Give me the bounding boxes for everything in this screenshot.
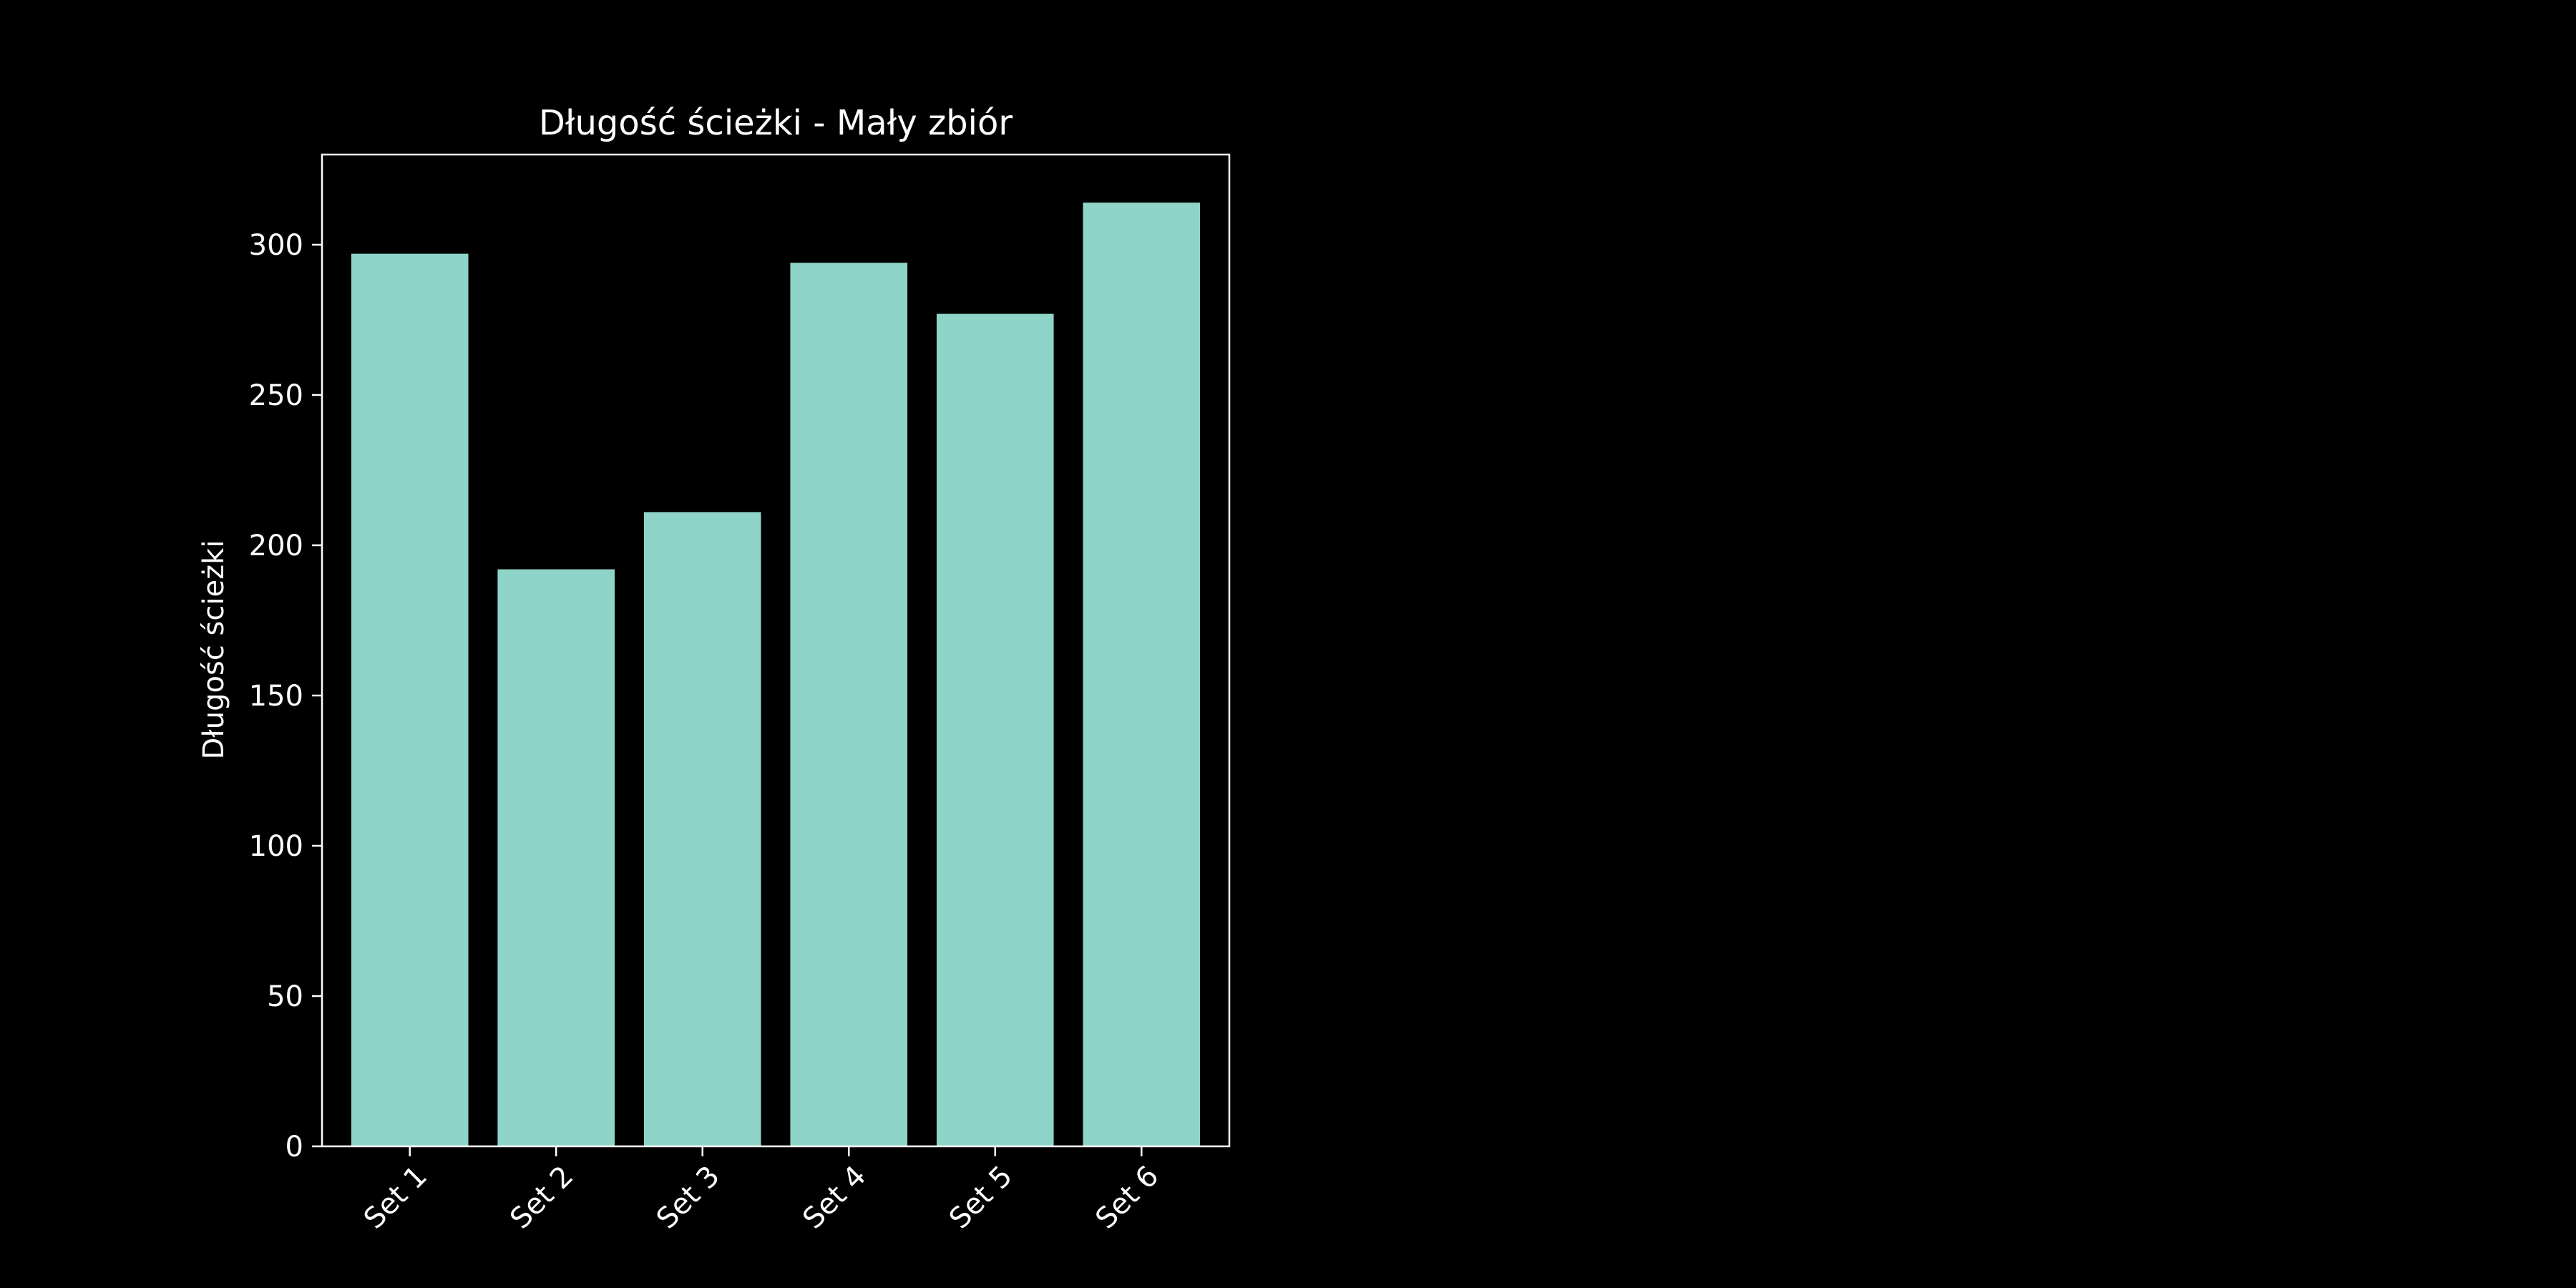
y-tick-label-300: 300	[249, 229, 303, 262]
y-tick-label-200: 200	[249, 530, 303, 562]
bar-1	[351, 253, 469, 1147]
y-tick-label-250: 250	[249, 379, 303, 412]
bar-6	[1083, 203, 1201, 1147]
y-tick-label-100: 100	[249, 830, 303, 863]
bar-2	[497, 569, 615, 1146]
y-axis-ticks: 0 50 100 150 200 250 300	[249, 229, 322, 1163]
chart-title: Długość ścieżki - Mały zbiór	[539, 103, 1013, 143]
bar-5	[936, 313, 1054, 1147]
y-tick-label-50: 50	[267, 980, 303, 1013]
plot-frame	[321, 153, 1231, 1148]
y-tick-label-0: 0	[286, 1131, 303, 1163]
bar-3	[643, 512, 761, 1146]
y-axis-label: Długość ścieżki	[197, 540, 230, 760]
bars	[351, 203, 1201, 1147]
y-tick-label-150: 150	[249, 680, 303, 713]
bar-4	[790, 263, 908, 1147]
